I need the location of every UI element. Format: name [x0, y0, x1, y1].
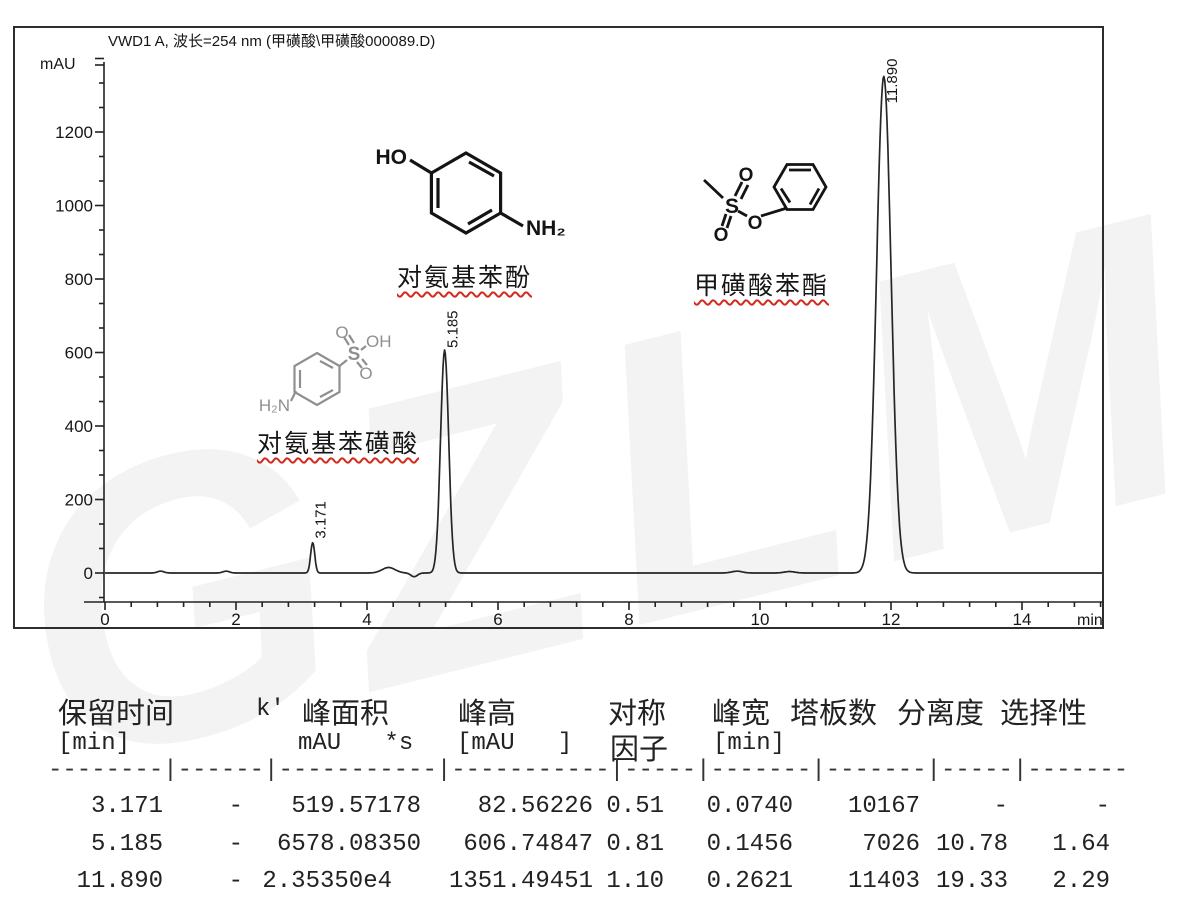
table-header: 峰宽: [712, 698, 771, 730]
table-header: 峰高: [458, 698, 517, 730]
table-header: 分离度: [897, 698, 985, 730]
table-unit: mAU *s: [298, 730, 414, 757]
plot-border: [13, 26, 1104, 629]
table-cell: -: [228, 831, 243, 858]
structure-phenyl-methanesulfonate: S O O O: [703, 163, 828, 246]
table-cell: 82.56226: [477, 793, 593, 820]
atom-label-ho: HO: [376, 146, 408, 169]
atom-label-oh: OH: [366, 332, 392, 351]
x-tick-label: 12: [882, 610, 901, 629]
atom-label-o-top: O: [739, 165, 754, 186]
y-tick-label: 1200: [55, 123, 93, 142]
table-header: 峰面积: [302, 698, 390, 730]
table-cell: 11403: [847, 868, 920, 895]
table-cell: 10.78: [935, 831, 1008, 858]
x-tick-label: 4: [362, 610, 371, 629]
peak-label: 3.171: [313, 501, 330, 539]
atom-label-s: S: [348, 344, 361, 365]
table-cell: 519.57178: [291, 793, 421, 820]
x-tick-label: 6: [493, 610, 502, 629]
table-cell: -: [228, 793, 243, 820]
atom-label-h2n: H₂N: [259, 396, 290, 415]
table-cell: 1.64: [1052, 831, 1110, 858]
table-unit: [min]: [713, 730, 786, 757]
x-tick-label: 14: [1013, 610, 1032, 629]
table-cell: 6578.08350: [276, 831, 421, 858]
table-header: 塔板数: [790, 698, 878, 730]
atom-label-s: S: [725, 195, 739, 218]
table-header: k': [256, 696, 285, 723]
table-header: 保留时间: [58, 698, 175, 730]
y-tick-label: 600: [65, 344, 93, 363]
table-cell: 10167: [847, 793, 920, 820]
axis-tick-labels: 0 200 400 600 800 1000 1200 0 2 4 6 8 10 12 14 min: [55, 123, 1103, 629]
table-unit: 因子: [610, 734, 669, 766]
y-tick-label: 400: [65, 417, 93, 436]
x-tick-label: 8: [624, 610, 633, 629]
chromatogram-trace: [104, 75, 1103, 578]
axes: [84, 57, 1103, 610]
peak-label: 11.890: [884, 59, 901, 104]
structure-4-aminophenol: HO NH₂: [376, 146, 566, 240]
x-tick-label: 0: [100, 610, 109, 629]
table-cell: 0.2621: [706, 868, 793, 895]
compound-label-sulfanilic: 对氨基苯磺酸: [257, 431, 420, 458]
table-cell: 11.890: [76, 868, 163, 895]
table-cell: 0.51: [606, 793, 664, 820]
x-tick-label: 2: [231, 610, 240, 629]
table-unit: [mAU ]: [457, 730, 573, 757]
peak-retention-labels: 3.171 5.185 11.890: [313, 59, 901, 539]
table-cell: 1351.49451: [448, 868, 593, 895]
atom-label-o-bridge: O: [748, 213, 763, 234]
table-cell: -: [993, 793, 1008, 820]
y-tick-label: 1000: [55, 197, 93, 216]
table-cell: 0.81: [606, 831, 664, 858]
x-tick-label: 10: [751, 610, 770, 629]
atom-label-o-left: O: [714, 225, 729, 246]
chromatogram-plot: 0 200 400 600 800 1000 1200 0 2 4 6 8 10 12 14 min 3.17…: [13, 26, 1104, 629]
table-cell: 19.33: [935, 868, 1008, 895]
table-cell: -: [1095, 793, 1110, 820]
atom-label-o-up: O: [335, 323, 348, 342]
y-tick-label: 800: [65, 270, 93, 289]
table-cell: 3.171: [90, 793, 163, 820]
atom-label-o-down: O: [359, 364, 372, 383]
table-cell: 606.74847: [463, 831, 593, 858]
table-cell: 1.10: [606, 868, 664, 895]
table-cell: 2.35350e4: [262, 868, 392, 895]
table-header: 选择性: [1000, 698, 1088, 730]
y-tick-label: 0: [84, 564, 93, 583]
x-axis-unit-label: min: [1077, 612, 1103, 629]
table-cell: -: [228, 868, 243, 895]
compound-label-aminophenol: 对氨基苯酚: [397, 265, 533, 292]
table-unit: [min]: [58, 730, 131, 757]
table-cell: 0.0740: [706, 793, 793, 820]
table-cell: 0.1456: [706, 831, 793, 858]
chromatogram-title: VWD1 A, 波长=254 nm (甲磺酸\甲磺酸000089.D): [108, 33, 436, 50]
structure-sulfanilic-acid: S O OH O H₂N: [259, 323, 392, 415]
peak-label: 5.185: [445, 310, 462, 348]
table-header: 对称: [608, 698, 667, 730]
atom-label-nh2: NH₂: [526, 217, 566, 240]
table-cell: 5.185: [90, 831, 163, 858]
y-tick-label: 200: [65, 491, 93, 510]
table-cell: 2.29: [1052, 868, 1110, 895]
y-axis-unit-label: mAU: [40, 56, 76, 73]
table-cell: 7026: [862, 831, 920, 858]
table-separator: --------|------|-----------|-----------|…: [48, 757, 1129, 784]
compound-label-mesylate: 甲磺酸苯酯: [694, 273, 830, 300]
